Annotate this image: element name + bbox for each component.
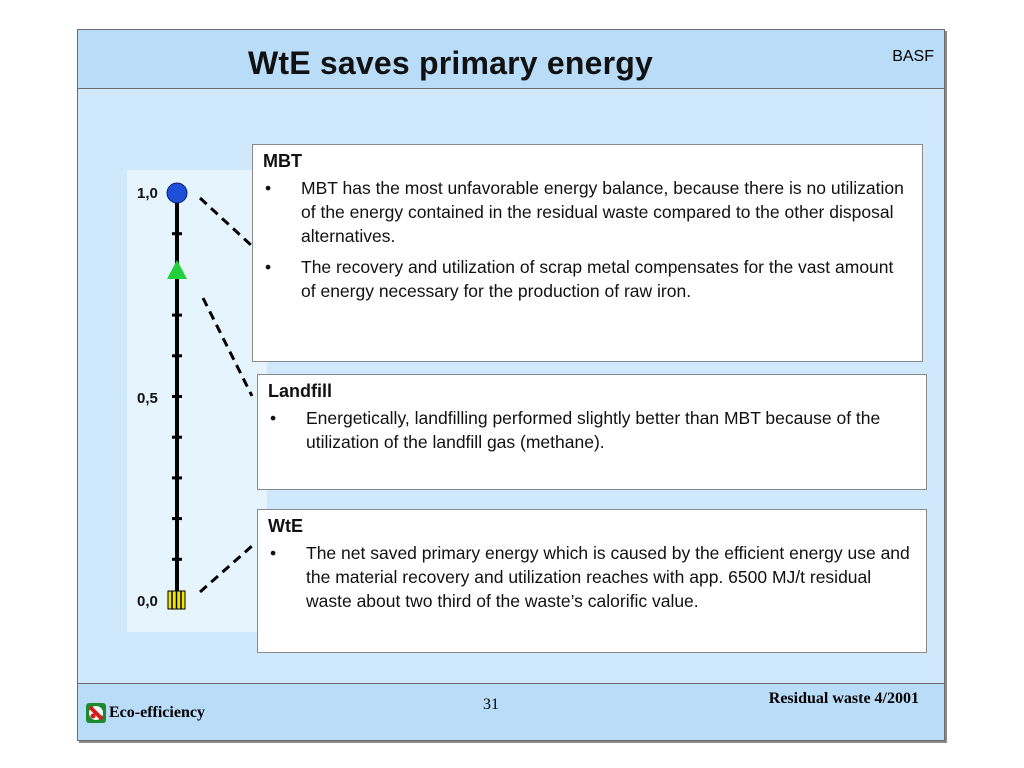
connector-wte: [199, 544, 253, 594]
scale-label-1-0: 1,0: [137, 185, 158, 202]
connector-landfill: [201, 297, 254, 397]
slide-header: WtE saves primary energy BASF: [78, 30, 944, 89]
eco-efficiency-icon: [86, 703, 106, 723]
landfill-bullet: Energetically, landfilling performed sli…: [268, 406, 916, 454]
landfill-box: Landfill Energetically, landfilling perf…: [257, 374, 927, 490]
energy-scale-panel: [127, 170, 267, 632]
scale-label-0-0: 0,0: [137, 593, 158, 610]
eco-efficiency-label: Eco-efficiency: [109, 704, 205, 721]
landfill-box-title: Landfill: [268, 381, 332, 401]
mbt-box: MBT MBT has the most unfavorable energy …: [252, 144, 923, 362]
connector-mbt: [198, 196, 254, 248]
footer-document-label: Residual waste 4/2001: [768, 690, 919, 707]
slide-footer: Eco-efficiency 31 Residual waste 4/2001: [78, 683, 944, 740]
wte-box-title: WtE: [268, 516, 303, 536]
mbt-bullet: MBT has the most unfavorable energy bala…: [263, 176, 912, 248]
wte-bullet: The net saved primary energy which is ca…: [268, 541, 916, 613]
mbt-marker-circle: [166, 182, 188, 204]
mbt-box-title: MBT: [263, 151, 302, 171]
wte-box: WtE The net saved primary energy which i…: [257, 509, 927, 653]
scale-label-0-5: 0,5: [137, 390, 158, 407]
landfill-marker-triangle: [167, 260, 187, 279]
page-number: 31: [483, 696, 499, 713]
brand-label: BASF: [892, 48, 934, 65]
mbt-bullet: The recovery and utilization of scrap me…: [263, 255, 912, 303]
eco-efficiency-logo: Eco-efficiency: [86, 703, 205, 723]
wte-marker-square: [167, 590, 186, 610]
slide-title: WtE saves primary energy: [248, 45, 653, 81]
